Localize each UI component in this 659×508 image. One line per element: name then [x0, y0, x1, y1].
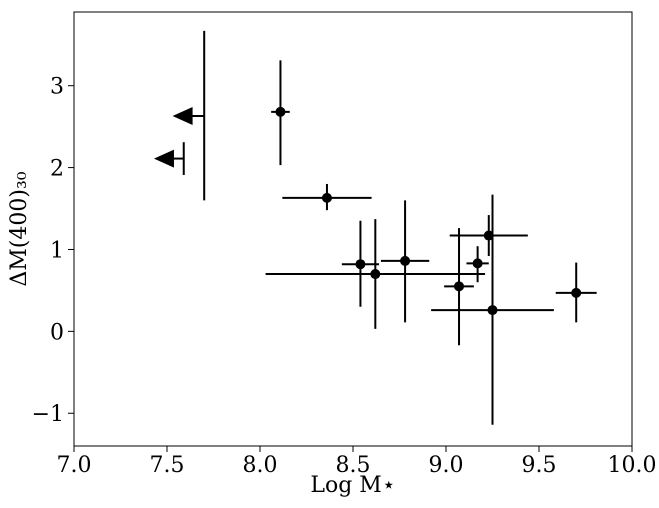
data-point-group — [380, 200, 430, 323]
data-point — [275, 106, 286, 117]
y-tick-label: 0 — [50, 320, 64, 345]
y-tick-label: 2 — [50, 157, 64, 182]
x-tick-label: 8.5 — [336, 453, 371, 478]
data-point — [571, 287, 582, 298]
data-point-group — [282, 183, 372, 211]
y-tick-label: −1 — [32, 402, 64, 427]
data-point-group — [431, 194, 554, 425]
x-tick-label: 7.5 — [150, 453, 185, 478]
x-tick-label: 9.5 — [522, 453, 557, 478]
x-tick-label: 9.0 — [429, 453, 464, 478]
y-axis-label: ΔM(400)₃₀ — [7, 171, 32, 286]
data-point-group — [555, 262, 597, 323]
data-point — [472, 258, 483, 269]
x-tick-label: 8.0 — [243, 453, 278, 478]
axis-ticks: 7.0 7.5 8.0 8.5 9.0 9.5 10.0 −1 0 1 2 3 — [32, 75, 657, 478]
data-point — [321, 192, 332, 203]
data-point-group — [449, 215, 528, 257]
data-point-group — [271, 60, 290, 166]
data-point — [400, 255, 411, 266]
data-point-group — [466, 246, 489, 283]
upper-limit-arrow — [153, 149, 174, 168]
upper-limit-group — [172, 30, 206, 201]
data-marks — [153, 30, 597, 425]
data-point — [487, 305, 498, 316]
x-axis-label: Log M⋆ — [310, 473, 395, 498]
plot-frame — [73, 11, 633, 447]
data-point — [355, 259, 366, 270]
y-tick-label: 1 — [50, 238, 64, 263]
x-tick-label: 7.0 — [57, 453, 92, 478]
data-point-group — [265, 219, 486, 329]
data-point-group — [341, 220, 380, 307]
data-point-group — [444, 228, 474, 346]
data-point — [483, 230, 494, 241]
y-tick-label: 3 — [50, 75, 64, 100]
data-point — [370, 269, 381, 280]
upper-limit-group — [153, 142, 185, 175]
x-tick-label: 10.0 — [608, 453, 657, 478]
upper-limit-arrow — [172, 106, 193, 125]
data-point — [454, 281, 465, 292]
